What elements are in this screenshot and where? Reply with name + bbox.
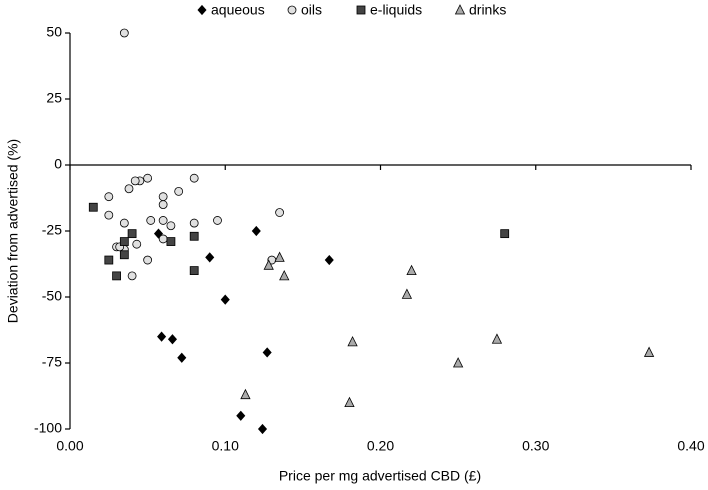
point [324,254,334,266]
point [158,234,168,244]
point [220,294,230,305]
point [251,225,261,237]
point [88,202,98,212]
point [167,334,178,345]
point [104,255,114,265]
point [213,216,222,225]
point [344,396,355,408]
legend-marker [197,4,207,16]
point [406,264,417,276]
y-axis-label: Deviation from advertised (%) [5,139,21,323]
point [119,237,129,246]
x-tick-label: 0.40 [677,438,704,454]
point [257,423,268,435]
point [240,388,251,400]
point [347,335,358,347]
point [500,229,510,239]
point [124,184,134,194]
x-axis-label: Price per mg advertised CBD (£) [279,468,481,484]
point [146,216,156,225]
point [158,216,168,225]
point [119,28,129,38]
y-tick-label: -75 [42,354,62,370]
point [275,208,284,217]
point [274,251,285,262]
x-tick-label: 0.20 [367,438,394,454]
point [491,333,503,344]
legend-label: oils [301,2,322,18]
point [119,218,129,228]
point [143,255,153,265]
point [643,346,655,357]
point [119,250,129,260]
point [112,271,121,281]
legend-label: aqueous [211,2,265,18]
point [127,271,137,281]
point [189,266,199,276]
legend-marker [287,5,297,15]
point [279,269,290,281]
y-tick-label: 50 [46,24,62,40]
y-tick-label: -25 [42,222,62,238]
point [143,173,153,183]
point [127,229,137,239]
y-tick-label: 25 [46,90,62,106]
point [262,347,272,358]
point [104,210,114,220]
legend-label: e-liquids [370,2,422,18]
point [132,239,142,249]
x-tick-label: 0.30 [522,438,549,454]
y-tick-label: -100 [34,420,62,436]
point [174,186,184,196]
point [205,252,215,263]
point [177,352,187,363]
x-tick-label: 0.00 [56,438,83,454]
point [236,410,246,421]
point [166,237,176,246]
legend-marker [356,5,366,15]
point [104,192,114,202]
y-tick-label: -50 [42,288,62,304]
legend-marker [454,4,466,15]
point [158,192,168,202]
point [130,176,140,186]
point [189,218,199,228]
point [452,357,464,368]
x-tick-label: 0.10 [212,438,239,454]
point [263,259,274,270]
point [401,288,413,299]
point [158,200,168,210]
legend-label: drinks [469,2,506,18]
point [166,221,176,231]
point [189,173,199,183]
point [157,331,167,342]
y-tick-label: 0 [54,156,62,172]
point [189,231,199,241]
